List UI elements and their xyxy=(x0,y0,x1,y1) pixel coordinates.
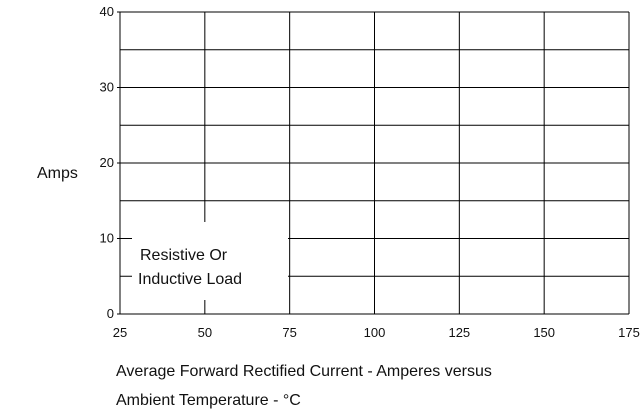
x-tick-label: 100 xyxy=(364,325,386,340)
y-tick-label: 10 xyxy=(100,231,114,246)
x-tick-label: 25 xyxy=(113,325,127,340)
annotation-background xyxy=(132,222,288,300)
y-tick-label: 0 xyxy=(107,306,114,321)
x-tick-label: 150 xyxy=(533,325,555,340)
y-tick-label: 20 xyxy=(100,155,114,170)
y-tick-label: 30 xyxy=(100,80,114,95)
y-tick-label: 40 xyxy=(100,4,114,19)
caption-line-2: Ambient Temperature - °C xyxy=(116,392,301,409)
y-tick-labels: 0 10 20 30 40 xyxy=(100,4,114,321)
chart-grid xyxy=(117,11,630,315)
x-tick-label: 75 xyxy=(282,325,296,340)
caption-line-1: Average Forward Rectified Current - Ampe… xyxy=(116,363,492,380)
x-tick-label: 125 xyxy=(448,325,470,340)
x-tick-label: 175 xyxy=(618,325,640,340)
annotation-line-1: Resistive Or xyxy=(140,247,228,264)
x-tick-label: 50 xyxy=(198,325,212,340)
x-tick-labels: 25 50 75 100 125 150 175 xyxy=(113,325,640,340)
y-axis-label: Amps xyxy=(37,165,78,182)
annotation-line-2: Inductive Load xyxy=(138,271,242,288)
